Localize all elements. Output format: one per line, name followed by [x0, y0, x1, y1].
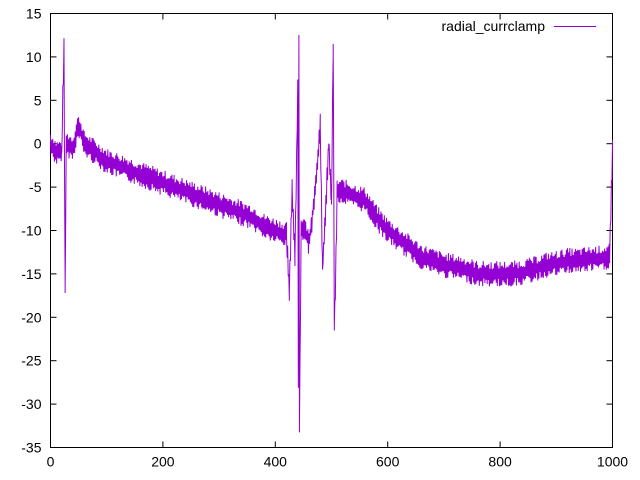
y-tick-label: -35 [21, 440, 41, 456]
legend-label: radial_currclamp [442, 18, 546, 34]
x-tick-label: 400 [264, 454, 288, 470]
y-tick-label: -5 [29, 179, 42, 195]
y-tick-label: -15 [21, 266, 41, 282]
y-tick-label: -30 [21, 396, 41, 412]
y-tick-label: 5 [34, 92, 42, 108]
series-line [50, 34, 613, 433]
x-tick-label: 0 [47, 454, 55, 470]
y-tick-label: 0 [34, 136, 42, 152]
y-tick-label: 10 [26, 49, 42, 65]
y-tick-label: -10 [21, 223, 41, 239]
x-tick-label: 200 [151, 454, 175, 470]
legend: radial_currclamp [442, 18, 596, 34]
x-tick-label: 800 [488, 454, 512, 470]
y-tick-label: -25 [21, 353, 41, 369]
series-layer [50, 34, 613, 433]
axis-ticks: 0 200 400 600 800 1000 -35 -30 -25 -20 -15 -10 -5 0 5 1… [21, 6, 628, 470]
x-tick-label: 1000 [597, 454, 628, 470]
plot-frame [50, 13, 613, 448]
y-tick-label: 15 [26, 6, 42, 22]
x-tick-label: 600 [376, 454, 400, 470]
y-tick-label: -20 [21, 309, 41, 325]
